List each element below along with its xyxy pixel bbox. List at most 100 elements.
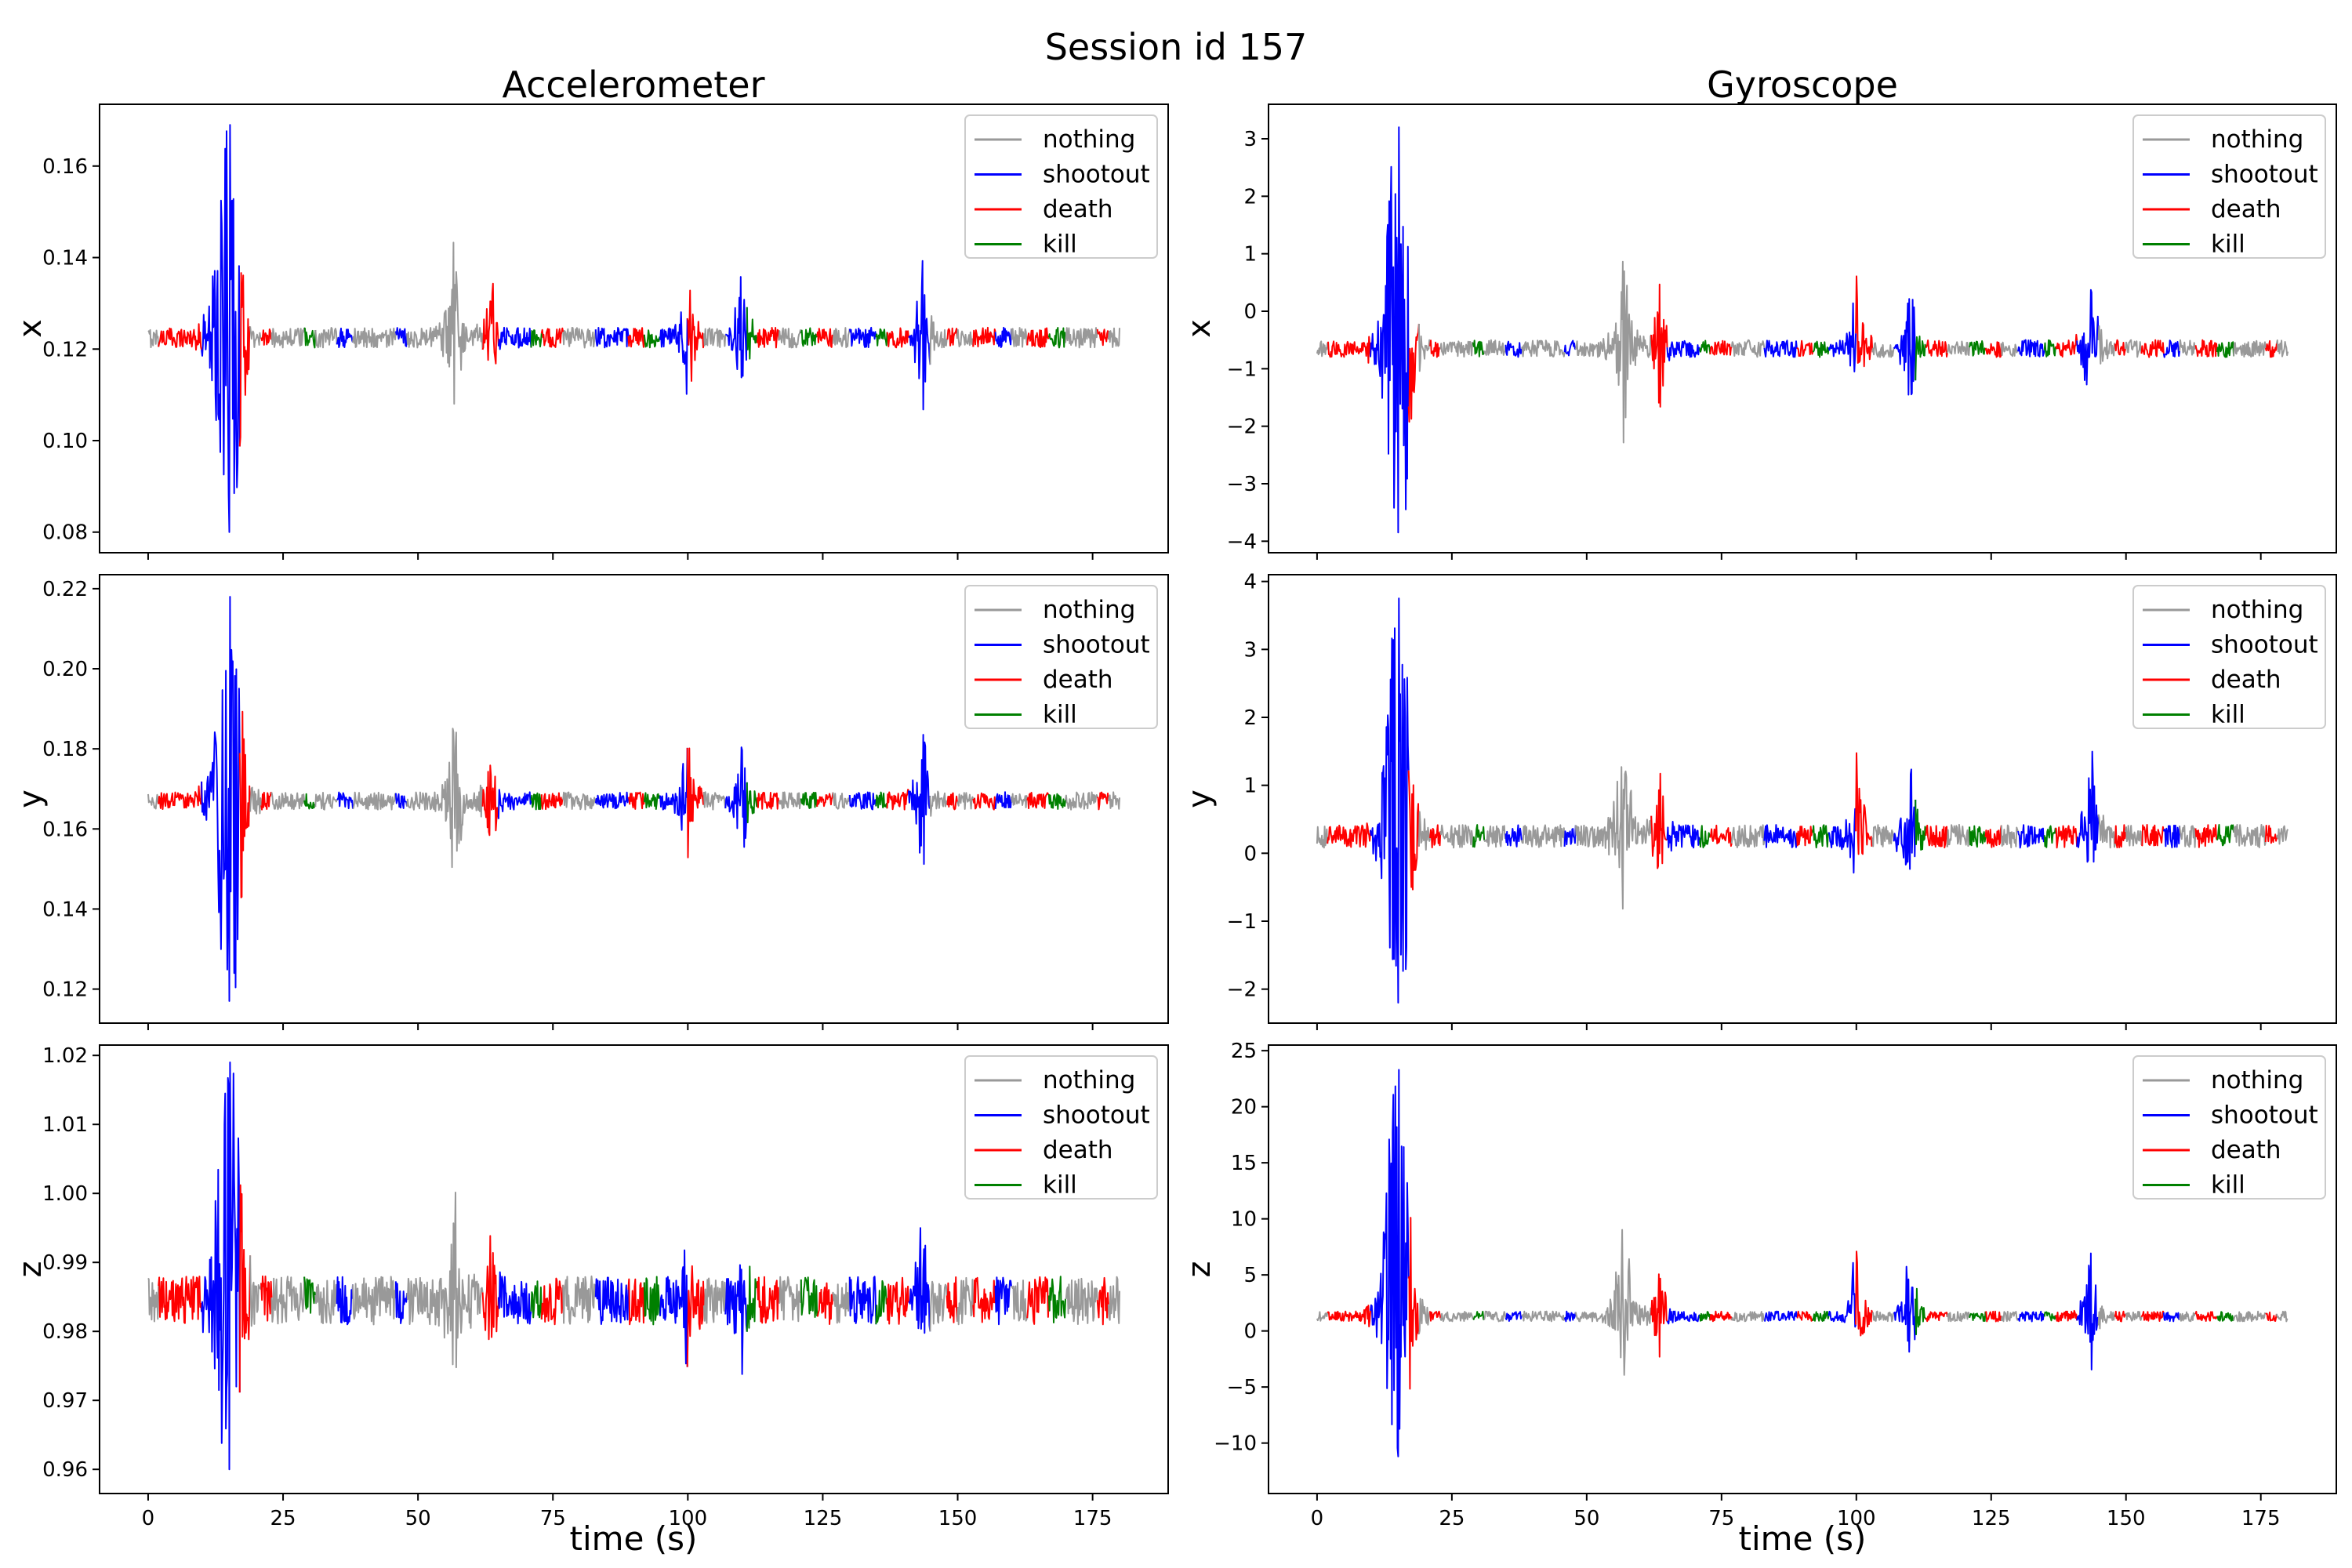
legend: nothing shootout death kill xyxy=(964,114,1158,259)
y-tick-label: 0.20 xyxy=(42,658,88,681)
panel-accel-x: 0.08 0.10 0.12 0.14 0.16 x nothing shootout deat… xyxy=(13,103,1169,560)
legend-label-kill: kill xyxy=(1043,230,1077,259)
series-nothing-run xyxy=(2097,325,2116,365)
series-shootout-run xyxy=(1563,1310,1577,1323)
series-nothing-run xyxy=(270,327,306,349)
legend-label-death: death xyxy=(1043,195,1113,223)
series-shootout-run xyxy=(848,1276,877,1325)
series-nothing-run xyxy=(1316,340,1329,358)
y-tick-label: 1 xyxy=(1243,775,1257,798)
series-death-run xyxy=(1096,791,1109,811)
series-shootout-run xyxy=(1666,821,1701,852)
series-shootout-run xyxy=(724,746,748,848)
series-death-run xyxy=(540,327,564,348)
series-nothing-run xyxy=(406,1192,484,1369)
series-shootout-run xyxy=(1370,597,1410,1004)
series-death-run xyxy=(2141,824,2165,847)
panel-accel-z: 0 25 50 75 100 125 150 175 0.96 0.97 0.98 0.99 1.00 1… xyxy=(13,1044,1169,1530)
series-kill-run xyxy=(1699,825,1711,848)
series-shootout-run xyxy=(908,260,931,411)
series-death-run xyxy=(757,1276,780,1324)
legend-label-death: death xyxy=(2211,195,2281,223)
series-death-run xyxy=(238,1184,252,1393)
series-death-run xyxy=(2054,1309,2078,1323)
legend-label-shootout: shootout xyxy=(1043,161,1150,189)
series-death-run xyxy=(1709,1310,1733,1323)
series-nothing-run xyxy=(1065,1277,1098,1325)
series-nothing-run xyxy=(2097,1305,2116,1330)
series-kill-run xyxy=(746,782,758,824)
series-shootout-run xyxy=(394,327,408,347)
series-shootout-run xyxy=(659,311,688,395)
series-nothing-run xyxy=(1011,327,1029,348)
legend-label-shootout: shootout xyxy=(2211,1102,2318,1130)
series-nothing-run xyxy=(1011,1279,1029,1322)
series-nothing-run xyxy=(352,1276,397,1326)
y-tick-label: 3 xyxy=(1243,638,1257,662)
chart-title: Session id 157 xyxy=(1045,26,1308,68)
series-shootout-run xyxy=(1563,339,1577,357)
legend-box xyxy=(964,1055,1158,1200)
y-tick-label: 4 xyxy=(1243,571,1257,594)
series-shootout-run xyxy=(201,596,241,1002)
y-tick-label: −1 xyxy=(1227,358,1257,381)
series-shootout-run xyxy=(994,791,1012,809)
legend-box xyxy=(964,585,1158,729)
x-tick-label: 25 xyxy=(270,1507,296,1530)
series-death-run xyxy=(972,1276,996,1323)
y-tick-label: 1 xyxy=(1243,243,1257,267)
series-kill-run xyxy=(2043,825,2056,848)
legend-label-nothing: nothing xyxy=(2211,125,2303,154)
series-shootout-run xyxy=(594,327,630,349)
series-nothing-run xyxy=(1065,327,1098,349)
series-nothing-run xyxy=(1574,1229,1653,1376)
series-death-run xyxy=(481,764,499,837)
series-shootout-run xyxy=(659,747,688,831)
series-shootout-run xyxy=(394,1281,408,1324)
series-nothing-run xyxy=(2233,339,2267,358)
y-tick-label: −10 xyxy=(1214,1432,1257,1456)
series-nothing-run xyxy=(702,1277,727,1324)
series-death-run xyxy=(972,792,996,811)
series-shootout-run xyxy=(1370,126,1410,534)
series-death-run xyxy=(540,1277,564,1326)
series-shootout-run xyxy=(2017,1310,2045,1323)
panel-accel-y: 0.12 0.14 0.16 0.18 0.20 0.22 y nothing shootout… xyxy=(13,574,1169,1030)
series-nothing-run xyxy=(1730,824,1766,848)
series-death-run xyxy=(1407,323,1420,423)
x-tick-label: 50 xyxy=(1573,1507,1599,1530)
series-nothing-run xyxy=(929,315,948,365)
series-kill-run xyxy=(746,1265,758,1332)
series-nothing-run xyxy=(1417,323,1432,372)
series-kill-run xyxy=(303,327,317,349)
series-nothing-run xyxy=(1520,339,1566,358)
axes-frame xyxy=(99,1044,1169,1494)
y-tick-label: 0.98 xyxy=(42,1320,88,1344)
series-shootout-run xyxy=(2162,824,2181,848)
series-kill-run xyxy=(875,1279,888,1325)
series-nothing-run xyxy=(1946,340,1971,356)
x-axis-label-accelerometer: time (s) xyxy=(570,1519,698,1558)
series-death-run xyxy=(260,328,273,346)
series-nothing-run xyxy=(1483,1310,1507,1323)
series-death-run xyxy=(946,792,958,811)
series-shootout-run xyxy=(497,789,532,819)
x-tick-label: 0 xyxy=(1311,1507,1324,1530)
y-tick-label: −2 xyxy=(1227,978,1257,1002)
series-death-run xyxy=(540,792,564,811)
x-tick-label: 100 xyxy=(669,1507,708,1530)
legend-box xyxy=(2132,1055,2326,1200)
series-death-run xyxy=(972,326,996,348)
series-death-run xyxy=(627,327,645,348)
series-death-run xyxy=(1925,339,1948,358)
series-shootout-run xyxy=(1666,1308,1700,1325)
legend-label-nothing: nothing xyxy=(1043,1066,1135,1094)
series-kill-run xyxy=(303,1276,317,1314)
series-shootout-run xyxy=(848,326,877,348)
y-axis-label: z xyxy=(13,1261,49,1278)
y-tick-label: −4 xyxy=(1227,530,1257,554)
series-shootout-run xyxy=(1763,824,1798,848)
series-shootout-run xyxy=(336,327,354,348)
legend-label-nothing: nothing xyxy=(1043,125,1135,154)
series-death-run xyxy=(1026,792,1049,810)
